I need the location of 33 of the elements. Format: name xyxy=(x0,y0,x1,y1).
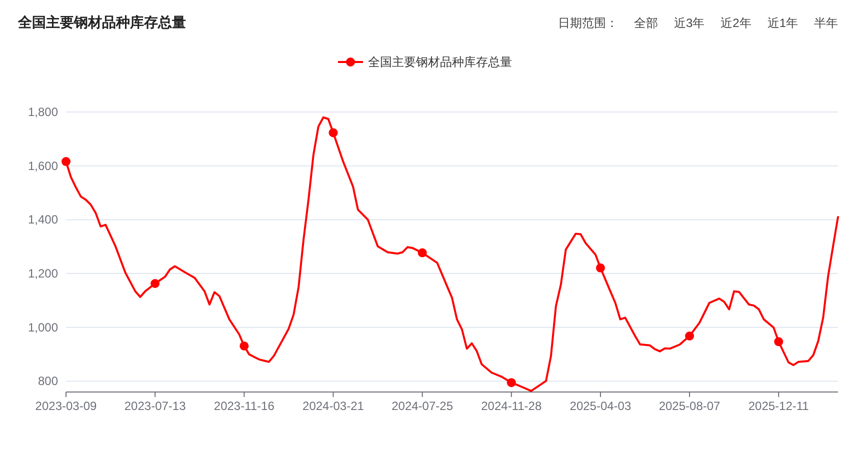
y-tick-label: 1,200 xyxy=(28,266,58,281)
x-tick-label: 2023-03-09 xyxy=(35,399,98,413)
text: 日期范围： xyxy=(558,16,618,30)
point xyxy=(774,337,784,346)
point xyxy=(596,263,605,272)
point xyxy=(418,248,427,258)
point xyxy=(150,279,160,288)
x-tick-label: 2024-03-21 xyxy=(302,399,364,413)
x-tick-label: 2025-04-03 xyxy=(570,399,632,413)
text: 近3年 xyxy=(674,16,705,30)
x-tick-label: 2025-08-07 xyxy=(658,399,721,413)
x-tick-label: 2024-07-25 xyxy=(392,399,454,413)
y-tick-label: 1,400 xyxy=(28,212,58,227)
y-tick-label: 1,000 xyxy=(28,320,58,334)
x-tick-label: 2023-11-16 xyxy=(214,399,275,413)
point xyxy=(240,341,249,350)
text: 近2年 xyxy=(720,16,752,30)
y-tick-label: 1,800 xyxy=(28,105,58,119)
x-tick-label: 2023-07-13 xyxy=(124,399,186,413)
x-tick-label: 2025-12-11 xyxy=(748,399,810,413)
chart-title: 全国主要钢材品种库存总量 xyxy=(17,14,186,30)
point xyxy=(506,378,516,388)
legend: 全国主要钢材品种库存总量 xyxy=(338,55,512,69)
y-tick-label: 800 xyxy=(38,374,58,388)
text: 半年 xyxy=(814,16,838,30)
x-tick-label: 2024-11-28 xyxy=(481,399,542,413)
point xyxy=(328,128,338,138)
text: 全部 xyxy=(634,16,658,30)
legend-label: 全国主要钢材品种库存总量 xyxy=(368,55,512,69)
y-tick-label: 1,600 xyxy=(28,158,58,173)
point xyxy=(685,332,694,340)
point xyxy=(62,157,70,166)
text: 近1年 xyxy=(767,16,798,30)
